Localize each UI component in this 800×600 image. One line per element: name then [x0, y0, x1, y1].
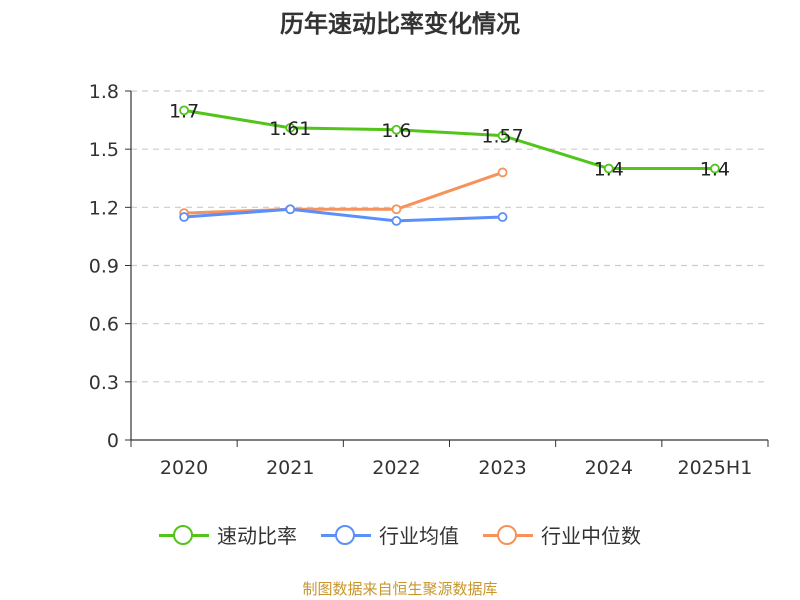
legend-label: 行业中位数: [541, 524, 641, 548]
y-tick-label: 0.6: [89, 314, 119, 336]
y-tick-label: 0.3: [89, 372, 119, 394]
legend-swatch: [159, 524, 209, 545]
data-point: [179, 212, 189, 222]
x-tick-label: 2021: [266, 457, 314, 479]
data-label: 1.4: [594, 159, 624, 181]
series-line: [183, 108, 715, 171]
data-point: [497, 167, 508, 178]
x-tick-label: 2025H1: [678, 457, 753, 479]
data-point: [391, 216, 402, 226]
x-tick-label: 2020: [160, 457, 208, 479]
data-point: [285, 122, 296, 133]
legend-swatch: [483, 524, 533, 545]
x-tick-label: 2023: [478, 457, 526, 479]
data-point: [285, 204, 296, 215]
axes: 0 0.3 0.6 0.9 1.2 1.5 1.8 2020 2021 2022 2023 2024 2…: [89, 81, 769, 479]
legend-label: 速动比率: [217, 524, 297, 548]
y-tick-label: 0: [107, 430, 119, 452]
series-line: [183, 207, 503, 223]
gridlines: [131, 90, 768, 383]
data-point: [710, 163, 720, 174]
data-label: 1.6: [381, 120, 411, 142]
y-tick-label: 0.9: [89, 256, 119, 278]
data-point: [391, 204, 402, 215]
y-tick-label: 1.2: [89, 197, 119, 219]
y-tick-label: 1.8: [89, 81, 119, 103]
data-label: 1.61: [269, 118, 311, 140]
source-note: 制图数据来自恒生聚源数据库: [302, 580, 498, 598]
data-label: 1.57: [481, 126, 523, 148]
data-label: 1.4: [700, 159, 730, 181]
data-label: 1.7: [169, 100, 199, 122]
x-tick-label: 2024: [585, 457, 633, 479]
series-lines: [179, 105, 720, 226]
series-line: [184, 171, 504, 215]
data-point: [603, 163, 614, 174]
data-point: [179, 105, 189, 116]
legend-item[interactable]: 速动比率: [159, 520, 297, 549]
data-point: [391, 124, 402, 135]
y-tick-label: 1.5: [89, 139, 119, 161]
data-point: [497, 212, 508, 222]
legend: 速动比率 行业均值 行业中位数: [0, 520, 800, 549]
legend-item[interactable]: 行业均值: [321, 520, 459, 549]
legend-item[interactable]: 行业中位数: [483, 520, 641, 549]
legend-label: 行业均值: [379, 524, 459, 548]
chart-title: 历年速动比率变化情况: [280, 10, 520, 38]
x-tick-label: 2022: [372, 457, 420, 479]
data-labels: 1.7 1.61 1.6 1.57 1.4 1.4: [169, 100, 730, 180]
data-point: [497, 130, 508, 141]
legend-swatch: [321, 524, 371, 545]
